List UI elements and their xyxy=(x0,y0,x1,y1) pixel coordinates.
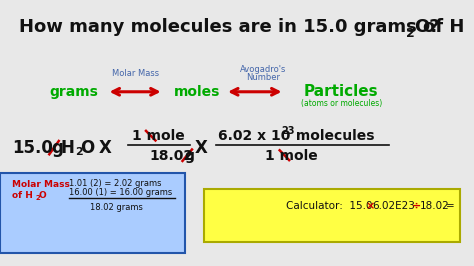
Text: 18.02: 18.02 xyxy=(420,201,450,211)
Text: O: O xyxy=(81,139,95,157)
FancyBboxPatch shape xyxy=(204,189,460,242)
Text: 18.02 grams: 18.02 grams xyxy=(90,203,143,212)
Text: 18.02: 18.02 xyxy=(149,149,193,163)
Text: Calculator:  15.0: Calculator: 15.0 xyxy=(286,201,373,211)
Text: g: g xyxy=(184,149,194,163)
Text: moles: moles xyxy=(173,85,220,99)
Text: 2: 2 xyxy=(75,147,82,157)
Text: How many molecules are in 15.0 grams of H: How many molecules are in 15.0 grams of … xyxy=(19,18,465,36)
Text: ÷: ÷ xyxy=(411,201,421,211)
Text: =: = xyxy=(446,201,455,211)
Text: 15.0: 15.0 xyxy=(12,139,53,157)
Text: 6.02 x 10: 6.02 x 10 xyxy=(218,129,291,143)
Text: Molar Mass: Molar Mass xyxy=(12,180,70,189)
Text: 6.02E23: 6.02E23 xyxy=(372,201,415,211)
Text: 16.00 (1) = 16.00 grams: 16.00 (1) = 16.00 grams xyxy=(69,188,172,197)
Text: Molar Mass: Molar Mass xyxy=(111,69,159,78)
Text: g: g xyxy=(51,139,63,157)
Text: (atoms or molecules): (atoms or molecules) xyxy=(301,99,382,108)
Text: Avogadro's: Avogadro's xyxy=(240,65,286,74)
Text: H: H xyxy=(61,139,74,157)
Text: X: X xyxy=(99,139,112,157)
Text: 1 mole: 1 mole xyxy=(265,149,318,163)
Text: Particles: Particles xyxy=(304,84,379,99)
Text: 2: 2 xyxy=(35,195,40,201)
Text: O?: O? xyxy=(414,18,439,36)
Text: of H: of H xyxy=(12,191,33,200)
Text: Number: Number xyxy=(246,73,280,82)
FancyBboxPatch shape xyxy=(0,173,185,253)
Text: X: X xyxy=(195,139,208,157)
Text: 1 mole: 1 mole xyxy=(132,129,185,143)
Text: molecules: molecules xyxy=(291,129,374,143)
Text: O: O xyxy=(38,191,46,200)
Text: grams: grams xyxy=(49,85,98,99)
Text: 1.01 (2) = 2.02 grams: 1.01 (2) = 2.02 grams xyxy=(69,179,161,188)
Text: 2: 2 xyxy=(406,27,414,40)
Text: 23: 23 xyxy=(282,126,295,136)
Text: ×: × xyxy=(366,201,375,211)
